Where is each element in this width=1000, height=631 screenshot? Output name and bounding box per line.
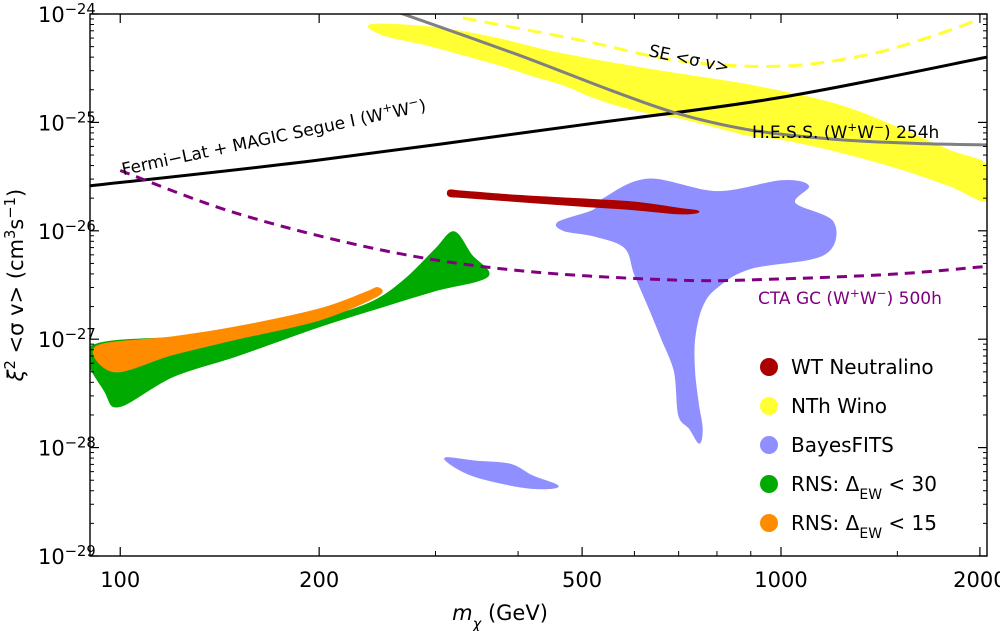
- cta-label: CTA GC (W+W−) 500h: [758, 286, 942, 309]
- legend-entry-label: NTh Wino: [791, 394, 887, 418]
- y-tick-label: 10−26: [38, 217, 96, 244]
- legend-marker: [760, 397, 778, 415]
- legend-entry-label: RNS: ΔEW < 30: [791, 472, 937, 503]
- x-tick-label: 500: [562, 568, 602, 592]
- legend: WT Neutralino NTh Wino BayesFITS RNS: ΔEW <…: [760, 355, 937, 542]
- x-tick-label: 100: [100, 568, 140, 592]
- line-se: [462, 16, 981, 68]
- region-bayesfits-small: [444, 457, 559, 490]
- data-regions: [90, 23, 987, 490]
- hess-label: H.E.S.S. (W+W−) 254h: [752, 120, 939, 143]
- legend-marker: [760, 358, 778, 376]
- x-tick-label: 1000: [754, 568, 807, 592]
- y-axis-label: ξ2 <σ v> (cm3s−1): [2, 189, 29, 382]
- axis-ticks: 100 200 500 1000 2000 10−29 10−28 10−27 10−26 10−…: [38, 1, 1000, 593]
- y-tick-label: 10−27: [38, 326, 96, 353]
- region-wt-neutralino: [446, 189, 700, 215]
- fermi-label: Fermi−Lat + MAGIC Segue I (W+W−): [119, 93, 428, 180]
- annotations: Fermi−Lat + MAGIC Segue I (W+W−) H.E.S.S.…: [119, 41, 942, 309]
- region-rns-15: [92, 286, 383, 373]
- legend-marker: [760, 475, 778, 493]
- data-lines: [90, 14, 987, 283]
- y-tick-label: 10−28: [38, 434, 96, 461]
- y-axis-title: ξ2 <σ v> (cm3s−1): [2, 189, 29, 382]
- legend-entry-label: BayesFITS: [791, 433, 894, 457]
- legend-marker: [760, 436, 778, 454]
- line-fermi: [90, 55, 987, 188]
- y-tick-label: 10−24: [38, 1, 96, 28]
- y-tick-label: 10−29: [38, 543, 96, 570]
- line-cta: [119, 169, 987, 283]
- legend-entry-label: WT Neutralino: [791, 355, 934, 379]
- x-tick-label: 2000: [953, 568, 1000, 592]
- y-tick-label: 10−25: [38, 109, 96, 136]
- region-bayesfits-main: [555, 178, 837, 444]
- x-axis-label: mχ (GeV): [452, 601, 548, 631]
- x-axis-title: mχ (GeV): [452, 601, 548, 631]
- legend-marker: [760, 514, 778, 532]
- legend-entry-label: RNS: ΔEW < 15: [791, 511, 937, 542]
- plot-frame: [89, 13, 988, 557]
- x-tick-label: 200: [299, 568, 339, 592]
- line-hess: [398, 14, 987, 147]
